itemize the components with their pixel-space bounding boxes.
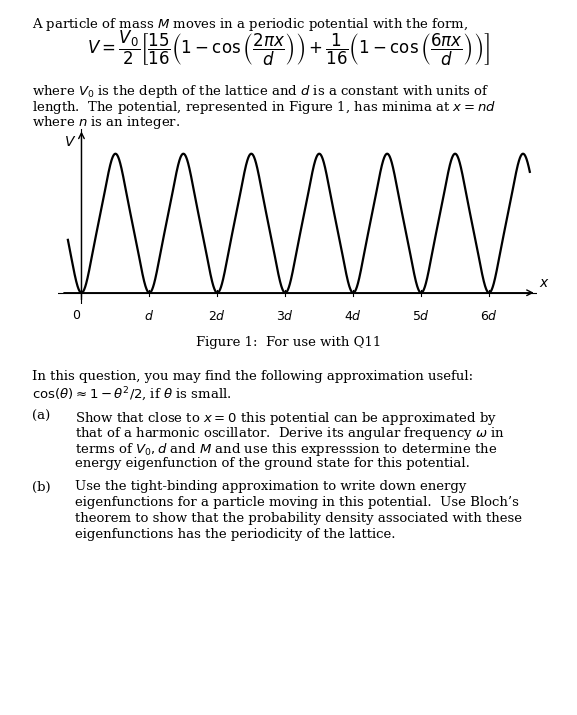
Text: $0$: $0$	[72, 310, 81, 322]
Text: terms of $V_0, d$ and $M$ and use this expresssion to determine the: terms of $V_0, d$ and $M$ and use this e…	[75, 441, 497, 458]
Text: where $n$ is an integer.: where $n$ is an integer.	[32, 114, 180, 132]
Text: eigenfunctions has the periodicity of the lattice.: eigenfunctions has the periodicity of th…	[75, 528, 395, 541]
Text: eigenfunctions for a particle moving in this potential.  Use Bloch’s: eigenfunctions for a particle moving in …	[75, 496, 519, 509]
Text: $V$: $V$	[65, 135, 77, 149]
Text: $2d$: $2d$	[208, 310, 226, 323]
Text: In this question, you may find the following approximation useful:: In this question, you may find the follo…	[32, 370, 473, 383]
Text: $\cos(\theta) \approx 1 - \theta^2/2$, if $\theta$ is small.: $\cos(\theta) \approx 1 - \theta^2/2$, i…	[32, 386, 231, 404]
Text: Figure 1:  For use with Q11: Figure 1: For use with Q11	[196, 336, 381, 349]
Text: (a): (a)	[32, 410, 50, 423]
Text: $V = \dfrac{V_0}{2} \left[ \dfrac{15}{16} \left( 1 - \cos\left( \dfrac{2\pi x}{d: $V = \dfrac{V_0}{2} \left[ \dfrac{15}{16…	[87, 29, 490, 68]
Text: $5d$: $5d$	[412, 310, 430, 323]
Text: that of a harmonic oscillator.  Derive its angular frequency $\omega$ in: that of a harmonic oscillator. Derive it…	[75, 425, 505, 443]
Text: $6d$: $6d$	[480, 310, 498, 323]
Text: (b): (b)	[32, 480, 50, 493]
Text: length.  The potential, represented in Figure 1, has minima at $x = nd$: length. The potential, represented in Fi…	[32, 99, 496, 116]
Text: $d$: $d$	[144, 310, 155, 323]
Text: $x$: $x$	[539, 276, 549, 290]
Text: $4d$: $4d$	[344, 310, 362, 323]
Text: A particle of mass $M$ moves in a periodic potential with the form,: A particle of mass $M$ moves in a period…	[32, 16, 468, 33]
Text: where $V_0$ is the depth of the lattice and $d$ is a constant with units of: where $V_0$ is the depth of the lattice …	[32, 83, 489, 100]
Text: theorem to show that the probability density associated with these: theorem to show that the probability den…	[75, 512, 522, 525]
Text: Show that close to $x = 0$ this potential can be approximated by: Show that close to $x = 0$ this potentia…	[75, 410, 497, 427]
Text: Use the tight-binding approximation to write down energy: Use the tight-binding approximation to w…	[75, 480, 466, 493]
Text: energy eigenfunction of the ground state for this potential.: energy eigenfunction of the ground state…	[75, 457, 470, 470]
Text: $3d$: $3d$	[276, 310, 294, 323]
